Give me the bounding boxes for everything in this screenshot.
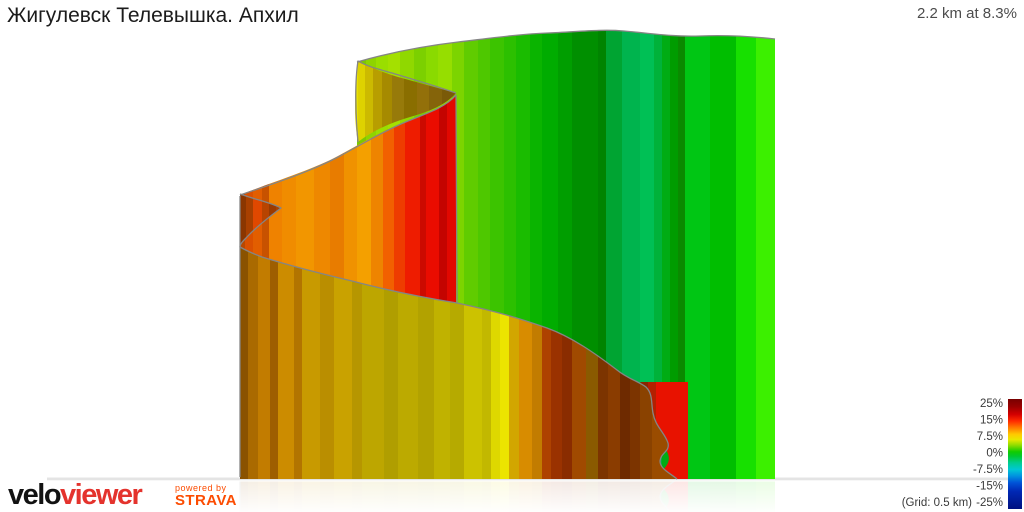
- profile-walls: [239, 29, 776, 480]
- wall-top-edge: [356, 29, 776, 63]
- legend-tick-label: 0%: [986, 448, 1003, 460]
- veloviewer-logo[interactable]: veloviewer: [8, 479, 143, 511]
- reflection-fade: [0, 481, 1024, 512]
- legend-tick-label: -7.5%: [973, 464, 1003, 476]
- page-title: Жигулевск Телевышка. Апхил: [7, 4, 299, 27]
- legend-tick-label: 25%: [980, 398, 1003, 410]
- brand-velo: velo: [8, 479, 62, 511]
- legend-tick-label: -25%: [976, 497, 1003, 509]
- legend-tick-label: -15%: [976, 481, 1003, 493]
- legend-tick-label: 7.5%: [977, 431, 1003, 443]
- strava-badge[interactable]: powered by STRAVA: [175, 483, 237, 509]
- grid-interval-note: (Grid: 0.5 km): [902, 497, 972, 509]
- legend-gradient-bar: [1008, 399, 1022, 509]
- wall-top-edge: [355, 60, 457, 143]
- powered-by-label: powered by: [175, 483, 227, 493]
- strava-wordmark: STRAVA: [175, 492, 237, 509]
- brand-viewer: viewer: [60, 479, 143, 511]
- wall-top-edge: [239, 94, 458, 304]
- segment-stat: 2.2 km at 8.3%: [916, 5, 1017, 22]
- legend-tick-label: 15%: [980, 415, 1003, 427]
- wall-top-edge: [239, 193, 678, 480]
